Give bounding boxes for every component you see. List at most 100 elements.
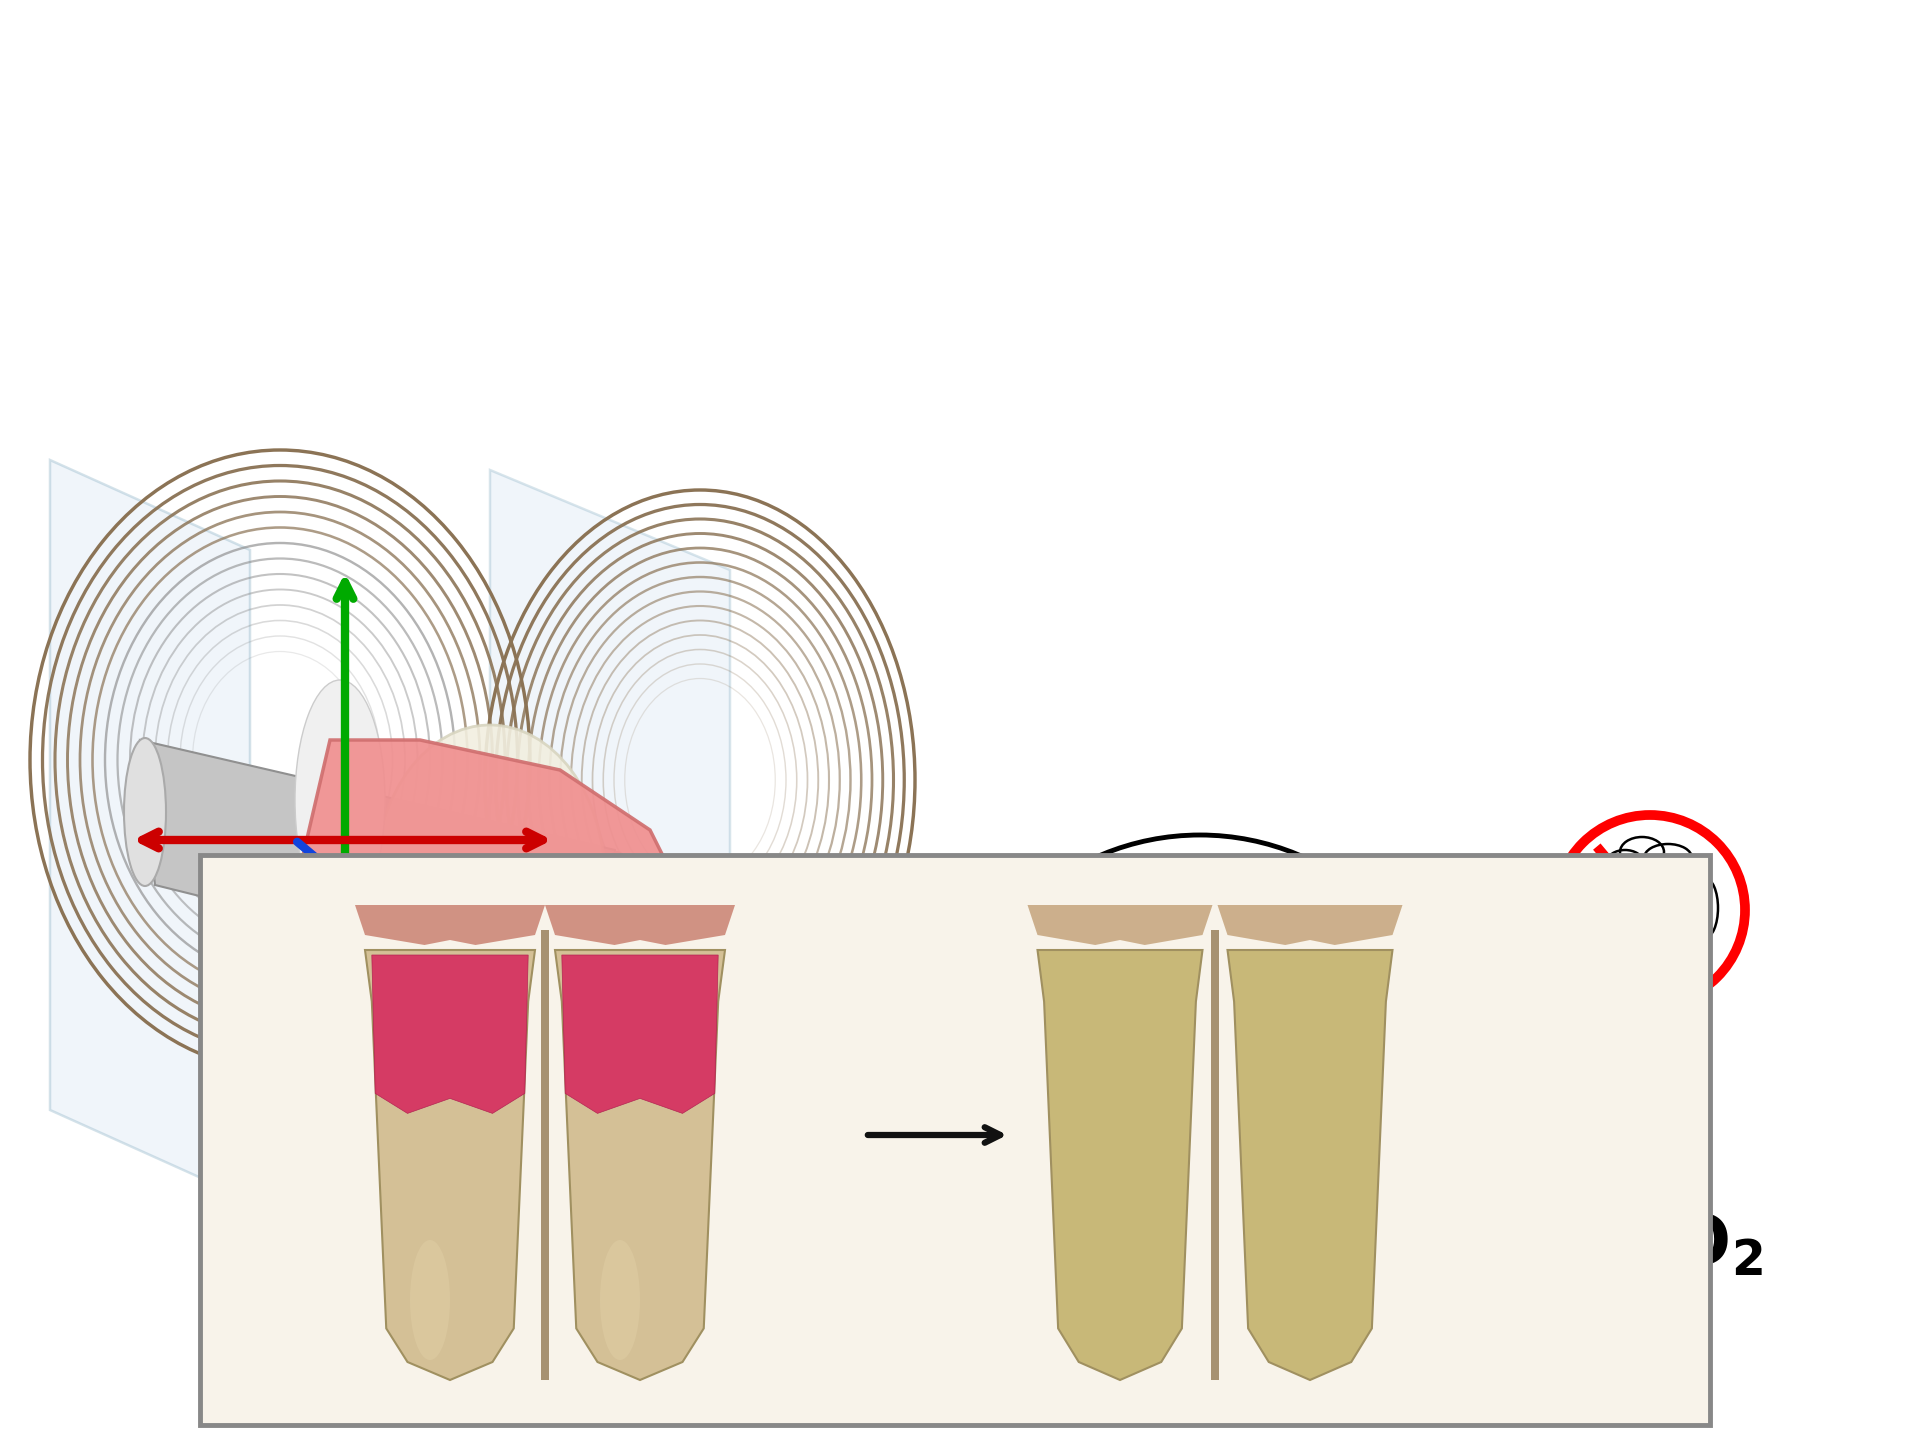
Circle shape [536, 971, 561, 996]
Bar [541, 930, 549, 1380]
Circle shape [1194, 855, 1302, 960]
Circle shape [557, 955, 580, 978]
Circle shape [1601, 873, 1613, 883]
Circle shape [532, 929, 580, 976]
Circle shape [486, 960, 534, 1009]
Text: $\mathbf{H_2O_2}$: $\mathbf{H_2O_2}$ [1576, 1211, 1763, 1279]
Circle shape [530, 926, 578, 973]
Circle shape [1288, 1011, 1396, 1117]
Polygon shape [296, 740, 720, 1270]
Circle shape [1200, 1172, 1306, 1279]
Circle shape [1037, 933, 1142, 1040]
Circle shape [530, 886, 578, 935]
Circle shape [1309, 1185, 1338, 1215]
Circle shape [1194, 1011, 1302, 1117]
Circle shape [490, 886, 516, 912]
Circle shape [1006, 1011, 1114, 1117]
Polygon shape [555, 950, 726, 1380]
Circle shape [1215, 1185, 1244, 1215]
Circle shape [1106, 1172, 1212, 1279]
Circle shape [561, 959, 572, 971]
Circle shape [1605, 910, 1615, 920]
Circle shape [1016, 1020, 1075, 1079]
FancyArrowPatch shape [1407, 943, 1538, 1176]
Circle shape [495, 969, 509, 982]
Circle shape [1624, 959, 1636, 969]
Circle shape [1131, 1089, 1236, 1195]
Circle shape [538, 894, 551, 907]
Circle shape [1225, 933, 1331, 1040]
Polygon shape [563, 955, 718, 1113]
Circle shape [1200, 860, 1306, 966]
Circle shape [1056, 950, 1085, 981]
Circle shape [1323, 939, 1430, 1044]
Circle shape [1338, 950, 1367, 981]
Circle shape [1056, 1107, 1085, 1136]
Circle shape [1106, 860, 1212, 966]
Circle shape [511, 948, 551, 988]
Circle shape [1578, 913, 1590, 923]
Circle shape [1131, 933, 1236, 1040]
Circle shape [1121, 1030, 1150, 1058]
Circle shape [526, 992, 536, 1004]
Circle shape [1244, 1107, 1273, 1136]
Circle shape [1100, 855, 1208, 960]
Circle shape [1027, 1185, 1056, 1215]
Circle shape [1150, 950, 1179, 981]
Circle shape [1110, 1176, 1167, 1234]
Circle shape [538, 935, 551, 948]
Circle shape [1027, 1030, 1056, 1058]
Circle shape [1607, 922, 1617, 930]
Circle shape [576, 956, 624, 1005]
Circle shape [557, 953, 595, 994]
Circle shape [486, 922, 534, 969]
Circle shape [1139, 942, 1198, 1001]
Circle shape [1121, 873, 1150, 903]
Circle shape [1110, 1020, 1167, 1079]
Circle shape [488, 963, 536, 1011]
Circle shape [1601, 953, 1613, 963]
Circle shape [1319, 1089, 1425, 1195]
Circle shape [540, 973, 553, 988]
Circle shape [1309, 1030, 1338, 1058]
Circle shape [1215, 1030, 1244, 1058]
Circle shape [515, 952, 536, 973]
Circle shape [1327, 1099, 1386, 1156]
Circle shape [574, 953, 622, 1002]
Circle shape [490, 924, 516, 952]
Circle shape [1233, 942, 1292, 1001]
Circle shape [1225, 1089, 1331, 1195]
Circle shape [1041, 939, 1148, 1044]
Polygon shape [1037, 950, 1202, 1380]
Circle shape [1647, 953, 1659, 963]
Polygon shape [372, 955, 528, 1113]
Circle shape [1037, 1089, 1142, 1195]
Circle shape [578, 958, 605, 985]
Circle shape [532, 966, 580, 1014]
Circle shape [572, 914, 620, 962]
Ellipse shape [296, 680, 386, 920]
Circle shape [576, 919, 603, 945]
Circle shape [522, 988, 543, 1011]
Circle shape [1044, 942, 1104, 1001]
Bar [1212, 930, 1219, 1380]
Circle shape [1016, 1176, 1075, 1234]
Circle shape [1288, 1166, 1396, 1273]
Circle shape [1150, 1107, 1179, 1136]
Circle shape [582, 922, 595, 936]
Circle shape [1647, 873, 1659, 883]
Circle shape [1139, 1099, 1198, 1156]
Polygon shape [1227, 950, 1392, 1380]
Circle shape [1006, 1166, 1114, 1273]
Circle shape [1200, 1017, 1306, 1122]
Circle shape [488, 883, 536, 932]
Circle shape [1204, 1020, 1261, 1079]
Circle shape [1665, 890, 1674, 900]
Circle shape [534, 930, 559, 956]
Circle shape [555, 952, 593, 992]
Circle shape [1135, 939, 1242, 1044]
Circle shape [1294, 1172, 1400, 1279]
Ellipse shape [411, 1240, 449, 1359]
Circle shape [1586, 890, 1596, 900]
Circle shape [584, 962, 597, 976]
